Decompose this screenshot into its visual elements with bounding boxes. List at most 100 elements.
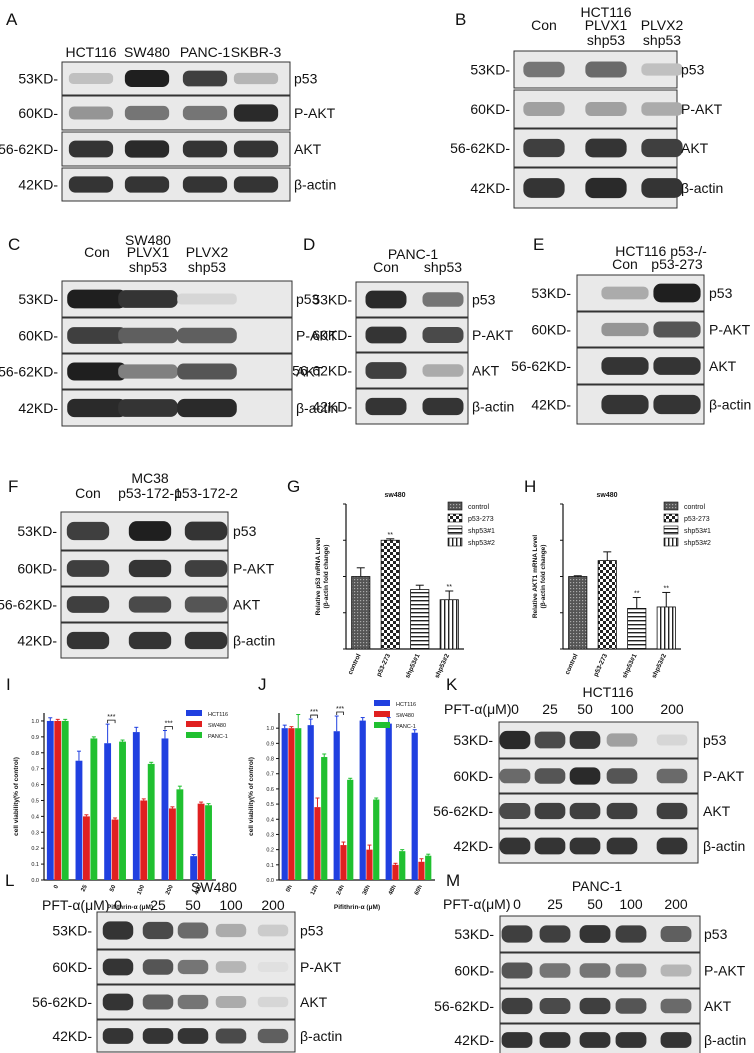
blot-row-AKT: 56-62KD- AKT [434, 988, 732, 1024]
significance-mark: ** [634, 591, 640, 598]
lane-label: 100 [219, 897, 243, 913]
blot-row-P-AKT: 60KD- P-AKT [312, 317, 514, 353]
protein-band [66, 596, 110, 613]
protein-band [422, 397, 464, 416]
lane-label: p53-273 [651, 256, 703, 272]
significance-bracket [336, 711, 344, 716]
lane-label: PLVX2 [641, 17, 684, 33]
bar-SW480-200 [168, 808, 176, 880]
protein-band [68, 73, 114, 84]
protein-band [579, 1032, 611, 1048]
protein-band [523, 61, 565, 78]
blot-row-AKT: 56-62KD- AKT [511, 347, 737, 385]
protein-label: AKT [704, 998, 732, 1014]
blot-row-AKT: 56-62KD- AKT [32, 984, 328, 1020]
protein-band [499, 768, 531, 784]
panel-letter: M [446, 871, 460, 890]
protein-band [660, 1032, 692, 1048]
y-tick-label: 0.5 [266, 802, 274, 808]
bar-shp53#1 [410, 589, 430, 650]
legend-swatch [447, 537, 463, 547]
bar-SW480-12h [314, 807, 321, 880]
lane-label: 25 [542, 701, 558, 717]
bar-p53-273 [597, 560, 617, 650]
molecular-weight-label: 42KD- [18, 400, 58, 416]
bar-HCT116-200 [161, 738, 169, 880]
protein-band [539, 925, 571, 943]
molecular-weight-label: 56-62KD- [434, 998, 494, 1014]
molecular-weight-label: 53KD- [18, 71, 58, 87]
protein-label: p53 [294, 71, 318, 87]
protein-label: AKT [296, 364, 324, 380]
protein-band [579, 925, 611, 943]
protein-band [184, 596, 228, 613]
protein-label: P-AKT [472, 327, 514, 343]
blot-row-p53: 53KD-p53 [52, 911, 324, 950]
panel-letter: G [287, 477, 300, 496]
protein-band [182, 105, 228, 121]
lane-label: Con [531, 17, 557, 33]
protein-band [177, 363, 237, 380]
protein-band [66, 521, 110, 541]
protein-band [142, 921, 174, 940]
molecular-weight-label: 53KD- [312, 292, 352, 308]
cell-line-header: PANC-1 [572, 878, 623, 894]
molecular-weight-label: 56-62KD- [292, 363, 352, 379]
protein-band [606, 802, 638, 820]
blot-row-p53: 53KD-p53 [17, 511, 257, 551]
protein-band [177, 959, 209, 975]
protein-band [585, 61, 627, 78]
lane-label: Con [612, 256, 638, 272]
protein-band [215, 923, 247, 938]
y-tick-label: 0.2 [31, 846, 39, 852]
lane-label: shp53 [188, 259, 226, 275]
protein-band [102, 993, 134, 1011]
protein-band [653, 283, 701, 303]
x-tick-label: 24h [336, 884, 346, 896]
protein-label: β-actin [703, 838, 745, 854]
y-axis-label: Relative AKT1 mRNA Level [532, 535, 539, 619]
protein-band [523, 102, 565, 116]
protein-band [215, 995, 247, 1009]
protein-band [606, 837, 638, 855]
molecular-weight-label: 42KD- [531, 397, 571, 413]
legend-entry: shp53#2 [468, 540, 495, 547]
x-tick-label: control [564, 653, 580, 676]
bar-HCT116-0 [46, 720, 54, 880]
bar-SW480-60h [418, 861, 425, 880]
blot-row-AKT: 56-62KD- AKT [433, 793, 731, 829]
protein-band [128, 631, 172, 650]
bar-PANC-1-12h [321, 757, 328, 880]
y-tick-label: 0.0 [31, 878, 39, 884]
legend-entry: p53-273 [468, 516, 494, 523]
protein-band [615, 998, 647, 1014]
protein-band [177, 1028, 209, 1044]
legend-entry: PANC-1 [396, 724, 416, 730]
legend-entry: shp53#1 [684, 528, 711, 535]
blot-row-P-AKT: 60KD- P-AKT [18, 95, 336, 131]
protein-band [615, 963, 647, 978]
x-axis-label: Pifithrin-α (μM) [107, 904, 153, 911]
protein-band [184, 560, 228, 577]
x-tick-label: 36h [362, 884, 372, 896]
blot-row-P-AKT: 60KD- P-AKT [52, 949, 342, 985]
bar-PANC-1-0 [61, 720, 69, 880]
protein-band [585, 138, 627, 158]
panel-letter: B [455, 10, 466, 29]
lane-label: 25 [150, 897, 166, 913]
blot-row-β-actin: 42KD-β-actin [18, 389, 338, 427]
blot-row-p53: 53KD-p53 [470, 50, 705, 89]
protein-band [233, 104, 279, 122]
bar-HCT116-400 [190, 856, 198, 880]
protein-band [257, 1028, 289, 1044]
significance-bracket [310, 714, 318, 719]
protein-band [182, 176, 228, 193]
legend-entry: HCT116 [208, 712, 228, 718]
bar-PANC-1-36h [373, 799, 380, 880]
x-tick-label: 25 [81, 884, 90, 893]
y-tick-label: 0.0 [266, 878, 274, 884]
